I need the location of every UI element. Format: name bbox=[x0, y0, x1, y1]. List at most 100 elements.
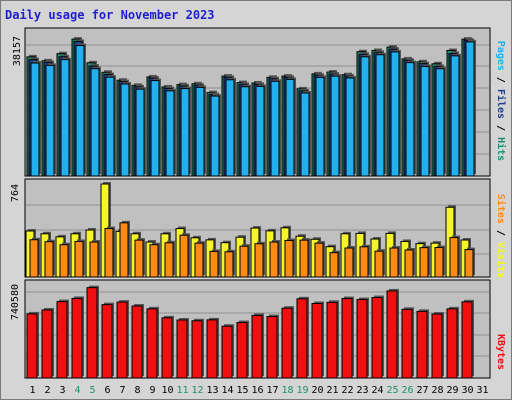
bar-kbytes-day-22 bbox=[341, 298, 353, 379]
bar-kbytes-day-21 bbox=[326, 301, 338, 379]
bar-pages-day-18 bbox=[285, 78, 295, 177]
bar-kbytes-day-3 bbox=[56, 301, 68, 379]
xtick-day-15: 15 bbox=[236, 385, 248, 396]
bar-sites-day-19 bbox=[299, 239, 309, 278]
xtick-day-3: 3 bbox=[59, 385, 65, 396]
xtick-day-22: 22 bbox=[341, 385, 353, 396]
xtick-day-11: 11 bbox=[176, 385, 188, 396]
bar-pages-day-4 bbox=[75, 45, 85, 177]
xtick-day-17: 17 bbox=[266, 385, 278, 396]
bar-kbytes-day-27 bbox=[416, 310, 428, 379]
series-label-top: Pages / Files / Hits bbox=[495, 41, 507, 161]
xtick-day-8: 8 bbox=[134, 385, 140, 396]
bar-kbytes-day-12 bbox=[191, 320, 203, 379]
bar-kbytes-day-17 bbox=[266, 316, 278, 379]
bar-pages-day-9 bbox=[150, 80, 160, 177]
xtick-day-27: 27 bbox=[416, 385, 428, 396]
bar-sites-day-13 bbox=[209, 250, 219, 278]
bar-kbytes-day-16 bbox=[251, 314, 263, 379]
xtick-day-30: 30 bbox=[461, 385, 473, 396]
bar-pages-day-21 bbox=[330, 75, 340, 177]
series-label-kbytes: KBytes bbox=[495, 334, 506, 370]
xtick-day-20: 20 bbox=[311, 385, 323, 396]
bar-pages-day-8 bbox=[135, 88, 145, 177]
ytick-label-2: 764 bbox=[10, 184, 21, 202]
series-label-middle: Sites / Visits bbox=[495, 194, 507, 278]
xtick-day-13: 13 bbox=[206, 385, 218, 396]
bar-kbytes-day-9 bbox=[146, 308, 158, 379]
bar-pages-day-24 bbox=[375, 54, 385, 177]
bar-sites-day-22 bbox=[344, 247, 354, 278]
xtick-day-24: 24 bbox=[371, 385, 383, 396]
bar-kbytes-day-18 bbox=[281, 307, 293, 379]
bar-pages-day-19 bbox=[300, 92, 310, 177]
series-label-visits: Visits bbox=[495, 242, 507, 278]
bar-pages-day-1 bbox=[30, 62, 40, 177]
bar-sites-day-21 bbox=[329, 252, 339, 278]
xtick-day-5: 5 bbox=[89, 385, 95, 396]
bar-sites-day-2 bbox=[44, 241, 54, 278]
bar-sites-day-27 bbox=[419, 247, 429, 278]
xtick-day-21: 21 bbox=[326, 385, 338, 396]
bar-pages-day-2 bbox=[45, 64, 55, 177]
bar-kbytes-day-4 bbox=[71, 297, 83, 379]
xtick-day-14: 14 bbox=[221, 385, 233, 396]
bar-kbytes-day-26 bbox=[401, 308, 413, 379]
bar-sites-day-14 bbox=[224, 251, 234, 278]
series-label-files: Files bbox=[495, 89, 507, 119]
bar-pages-day-20 bbox=[315, 76, 325, 177]
bar-pages-day-5 bbox=[90, 68, 100, 177]
bar-kbytes-day-13 bbox=[206, 319, 218, 379]
bar-pages-day-10 bbox=[165, 90, 175, 177]
bar-pages-day-16 bbox=[255, 85, 265, 177]
bar-pages-day-26 bbox=[405, 62, 415, 177]
xtick-day-2: 2 bbox=[44, 385, 50, 396]
bar-pages-day-13 bbox=[210, 95, 220, 177]
bar-sites-day-29 bbox=[449, 237, 459, 278]
xtick-day-19: 19 bbox=[296, 385, 308, 396]
ytick-label-1: 38157 bbox=[12, 36, 23, 66]
bar-kbytes-day-6 bbox=[101, 304, 113, 379]
bar-kbytes-day-28 bbox=[431, 313, 443, 379]
bar-sites-day-23 bbox=[359, 246, 369, 278]
bar-sites-day-26 bbox=[404, 249, 414, 278]
bar-sites-day-8 bbox=[134, 239, 144, 278]
bar-sites-day-1 bbox=[29, 239, 39, 278]
bar-sites-day-4 bbox=[74, 240, 84, 278]
bar-pages-day-17 bbox=[270, 80, 280, 177]
xtick-day-4: 4 bbox=[74, 385, 80, 396]
bar-pages-day-30 bbox=[465, 41, 475, 177]
xtick-day-7: 7 bbox=[119, 385, 125, 396]
bar-sites-day-10 bbox=[164, 242, 174, 278]
bar-kbytes-day-7 bbox=[116, 301, 128, 379]
bar-pages-day-7 bbox=[120, 83, 130, 177]
xtick-day-16: 16 bbox=[251, 385, 263, 396]
bar-sites-day-11 bbox=[179, 234, 189, 278]
bar-kbytes-day-8 bbox=[131, 305, 143, 379]
xtick-day-23: 23 bbox=[356, 385, 368, 396]
bar-kbytes-day-10 bbox=[161, 317, 173, 379]
xtick-day-29: 29 bbox=[446, 385, 458, 396]
xtick-day-18: 18 bbox=[281, 385, 293, 396]
bar-sites-day-3 bbox=[59, 244, 69, 278]
bar-sites-day-12 bbox=[194, 242, 204, 278]
series-label-hits: Hits bbox=[495, 137, 507, 161]
bar-sites-day-17 bbox=[269, 241, 279, 278]
xtick-day-25: 25 bbox=[386, 385, 398, 396]
bar-kbytes-day-2 bbox=[41, 309, 53, 379]
bar-pages-day-14 bbox=[225, 79, 235, 177]
bar-pages-day-27 bbox=[420, 65, 430, 177]
series-label-sites: Sites bbox=[495, 194, 507, 224]
xtick-day-26: 26 bbox=[401, 385, 413, 396]
bar-pages-day-28 bbox=[435, 68, 445, 177]
bar-pages-day-3 bbox=[60, 59, 70, 177]
chart-title: Daily usage for November 2023 bbox=[5, 8, 215, 22]
bar-kbytes-day-5 bbox=[86, 287, 98, 379]
bar-pages-day-6 bbox=[105, 76, 115, 177]
bar-sites-day-6 bbox=[104, 228, 114, 278]
ytick-label-3: 740580 bbox=[10, 284, 21, 320]
bar-kbytes-day-29 bbox=[446, 308, 458, 379]
bar-kbytes-day-14 bbox=[221, 325, 233, 379]
bar-sites-day-5 bbox=[89, 241, 99, 278]
